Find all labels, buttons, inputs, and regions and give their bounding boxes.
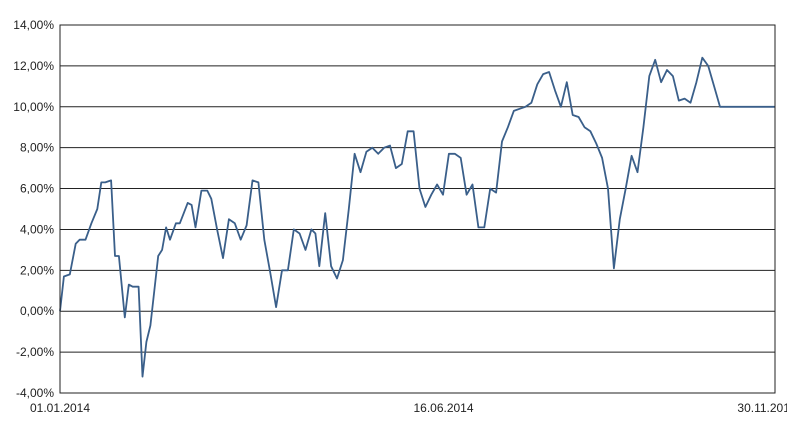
grid-lines (60, 65, 775, 353)
plot-frame (59, 24, 776, 394)
x-axis-tick-labels: 01.01.2014 16.06.2014 30.11.2014 (30, 401, 787, 415)
y-tick-label: -2,00% (16, 345, 54, 359)
y-tick-label: 14,00% (13, 18, 54, 32)
y-tick-label: 12,00% (13, 59, 54, 73)
y-tick-label: 4,00% (20, 222, 54, 236)
y-tick-label: 8,00% (20, 141, 54, 155)
x-tick-label: 30.11.2014 (737, 401, 787, 415)
x-tick-label: 16.06.2014 (413, 401, 473, 415)
y-tick-label: 6,00% (20, 182, 54, 196)
y-tick-label: 10,00% (13, 100, 54, 114)
y-tick-label: -4,00% (16, 386, 54, 400)
y-tick-label: 0,00% (20, 304, 54, 318)
series-line (59, 56, 775, 378)
y-tick-label: 2,00% (20, 263, 54, 277)
y-axis-tick-labels: -4,00% -2,00% 0,00% 2,00% 4,00% 6,00% 8,00% 10,… (13, 18, 54, 400)
x-tick-label: 01.01.2014 (30, 401, 90, 415)
